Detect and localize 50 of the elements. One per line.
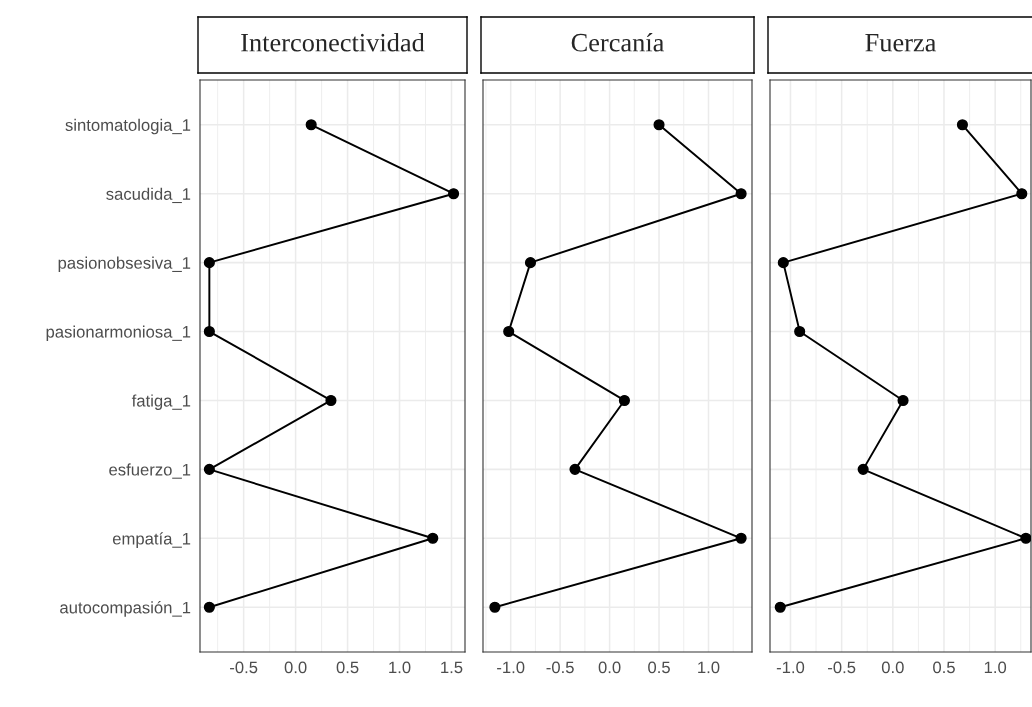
x-tick-label: -0.5: [828, 661, 856, 674]
point: [203, 463, 215, 475]
x-tick-label: 0.5: [933, 661, 955, 674]
y-tick-label: empatía_1: [112, 532, 191, 548]
point: [897, 394, 909, 407]
chart-title: Interconectividad: [241, 33, 425, 52]
y-tick-label: esfuerzo_1: [109, 463, 191, 479]
x-tick-label: -1.0: [497, 661, 525, 674]
x-tick-label: 1.0: [389, 661, 411, 674]
x-tick-label: -0.5: [546, 661, 574, 674]
point: [653, 119, 665, 131]
point: [857, 463, 869, 475]
point: [203, 325, 215, 338]
x-tick-label: -1.0: [776, 661, 805, 674]
y-tick-label: pasionarmoniosa_1: [46, 325, 191, 342]
point: [735, 188, 747, 200]
point: [735, 532, 747, 544]
y-tick-label: sacudida_1: [106, 187, 191, 204]
chart-title: Cercanía: [571, 33, 665, 52]
point: [794, 325, 806, 338]
point: [1016, 188, 1028, 200]
x-tick-label: 1.5: [441, 661, 463, 674]
x-tick-label: 1.0: [698, 661, 720, 674]
y-tick-label: autocompasión_1: [60, 601, 191, 617]
chart-title: Fuerza: [865, 34, 937, 52]
point: [448, 188, 460, 200]
point: [325, 394, 337, 407]
x-tick-label: 0.0: [881, 661, 904, 674]
point: [956, 119, 968, 131]
x-tick-label: 0.5: [336, 661, 359, 674]
point: [524, 257, 537, 269]
point: [203, 257, 215, 269]
x-tick-label: 0.0: [598, 661, 621, 674]
x-tick-label: 0.0: [284, 661, 307, 674]
point: [489, 601, 501, 613]
point: [569, 463, 581, 475]
point: [777, 257, 789, 269]
x-tick-label: -0.5: [230, 661, 258, 674]
point: [774, 601, 786, 613]
point: [503, 325, 515, 338]
point: [203, 601, 215, 613]
x-tick-label: 0.5: [648, 661, 670, 674]
x-tick-label: 1.0: [984, 661, 1007, 674]
point: [427, 532, 439, 544]
point: [305, 119, 317, 131]
y-tick-label: pasionobsesiva_1: [58, 256, 191, 273]
y-tick-label: fatiga_1: [131, 394, 191, 410]
point: [618, 394, 630, 407]
y-tick-label: sintomatologia_1: [65, 118, 191, 135]
point: [1020, 532, 1031, 544]
